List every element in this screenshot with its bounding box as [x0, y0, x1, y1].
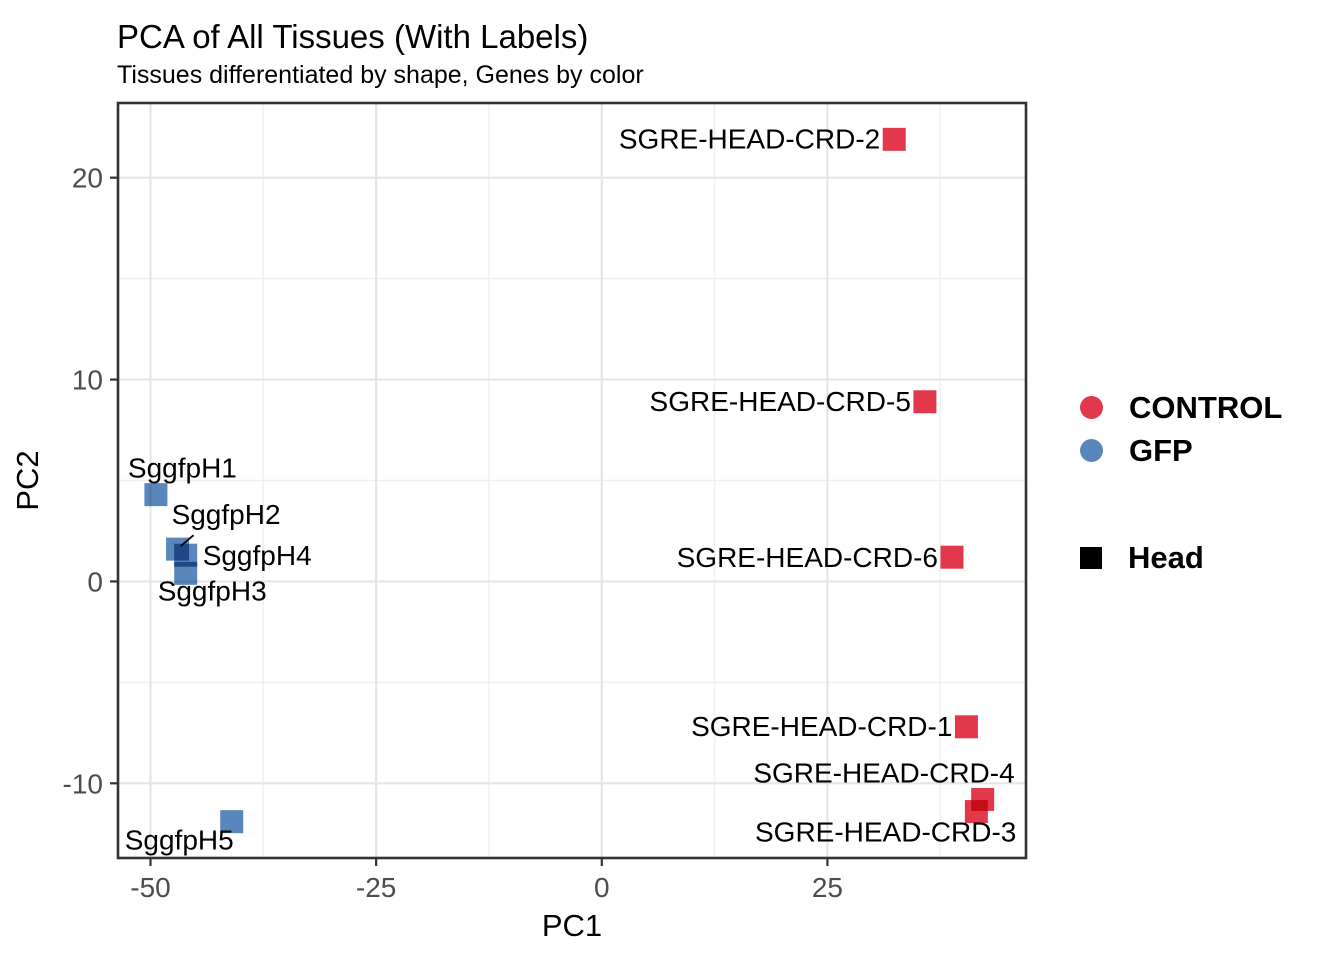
point-label-SggfpH5: SggfpH5 — [125, 825, 234, 856]
data-point-SggfpH4 — [174, 543, 198, 567]
data-point-SGRE-HEAD-CRD-5 — [913, 390, 937, 414]
point-label-SggfpH4: SggfpH4 — [203, 540, 312, 571]
point-label-SggfpH2: SggfpH2 — [172, 499, 281, 530]
point-label-SGRE-HEAD-CRD-1: SGRE-HEAD-CRD-1 — [691, 711, 952, 742]
legend-group-tissue: Head — [1080, 536, 1282, 579]
point-label-SGRE-HEAD-CRD-6: SGRE-HEAD-CRD-6 — [677, 542, 938, 573]
legend-item-gfp: GFP — [1080, 429, 1282, 472]
y-tick-label: 0 — [87, 566, 103, 597]
x-axis-title: PC1 — [542, 908, 602, 943]
legend-item-head: Head — [1080, 536, 1282, 579]
point-label-SGRE-HEAD-CRD-3: SGRE-HEAD-CRD-3 — [755, 817, 1016, 848]
gfp-color-swatch — [1080, 439, 1103, 462]
legend-label-head: Head — [1128, 539, 1204, 575]
data-point-SGRE-HEAD-CRD-1 — [954, 715, 978, 739]
y-tick-label: 10 — [72, 365, 103, 396]
point-label-SggfpH1: SggfpH1 — [128, 453, 237, 484]
point-label-SGRE-HEAD-CRD-4: SGRE-HEAD-CRD-4 — [753, 757, 1014, 788]
y-tick-label: -10 — [63, 768, 103, 799]
head-shape-swatch — [1080, 546, 1102, 569]
x-tick-label: 0 — [594, 872, 610, 903]
legend-item-control: CONTROL — [1080, 386, 1282, 429]
point-label-SggfpH3: SggfpH3 — [158, 575, 267, 606]
legend-label-gfp: GFP — [1129, 432, 1193, 468]
data-point-SggfpH1 — [144, 483, 168, 507]
page-subtitle: Tissues differentiated by shape, Genes b… — [117, 61, 644, 89]
legend-label-control: CONTROL — [1129, 389, 1283, 425]
y-axis-title: PC2 — [10, 450, 45, 510]
point-label-SGRE-HEAD-CRD-2: SGRE-HEAD-CRD-2 — [619, 123, 880, 154]
x-tick-label: 25 — [812, 872, 843, 903]
label-leader-line — [179, 534, 195, 547]
point-label-SGRE-HEAD-CRD-5: SGRE-HEAD-CRD-5 — [650, 386, 911, 417]
data-point-SGRE-HEAD-CRD-3 — [964, 800, 988, 824]
data-point-SGRE-HEAD-CRD-2 — [882, 127, 906, 151]
data-point-SGRE-HEAD-CRD-6 — [940, 545, 964, 569]
page-title: PCA of All Tissues (With Labels) — [117, 18, 589, 55]
legend: CONTROL GFP Head — [1080, 386, 1282, 579]
data-point-SggfpH3 — [174, 561, 198, 585]
control-color-swatch — [1080, 396, 1103, 419]
panel-border — [116, 101, 1028, 860]
x-tick-label: -25 — [356, 872, 396, 903]
legend-group-gene: CONTROL GFP — [1080, 386, 1282, 472]
data-point-SggfpH5 — [220, 810, 244, 834]
y-tick-label: 20 — [72, 163, 103, 194]
x-tick-label: -50 — [130, 872, 170, 903]
